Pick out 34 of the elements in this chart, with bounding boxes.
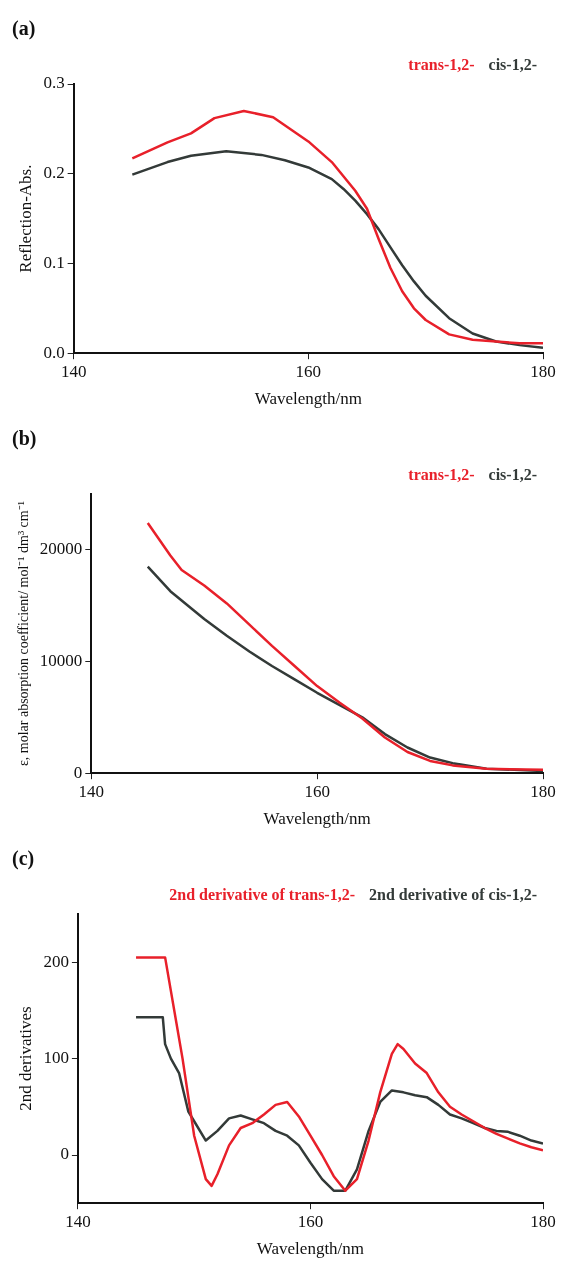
text: trans-1,2-	[408, 56, 475, 74]
chart-title: (a)	[12, 17, 36, 41]
y-axis-title: ε, molar absorption coefficient/ mol⁻¹ dm³ cm⁻¹	[16, 501, 32, 767]
y-tick-label: 0.2	[43, 163, 65, 183]
y-tick-label: 0	[73, 762, 83, 782]
x-tick-label: 140	[65, 1211, 91, 1231]
y-axis-title: Reflection-Abs.	[15, 164, 35, 273]
x-tick-label: 160	[295, 361, 322, 381]
x-tick-label: 180	[530, 1211, 556, 1231]
text: 2nd derivative of trans-1,2-	[169, 886, 356, 904]
x-tick-label: 160	[297, 1211, 324, 1231]
y-tick-label: 10000	[39, 650, 83, 670]
x-tick-label: 180	[530, 361, 556, 381]
chart-title: (b)	[12, 427, 37, 451]
y-tick-label: 0.3	[43, 73, 65, 93]
y-tick-label: 20000	[39, 539, 83, 559]
y-tick-label: 0.1	[43, 252, 65, 272]
x-tick-label: 180	[530, 781, 556, 801]
text: cis-1,2-	[488, 466, 538, 484]
x-axis-title: Wavelength/nm	[256, 1239, 365, 1259]
x-tick-label: 140	[78, 781, 105, 801]
x-tick-label: 140	[60, 361, 87, 381]
y-tick-label: 0	[60, 1144, 69, 1164]
y-axis-title: 2nd derivatives	[15, 1006, 35, 1111]
x-tick-label: 160	[304, 781, 330, 801]
y-tick-label: 0.0	[43, 342, 65, 362]
text: cis-1,2-	[488, 56, 538, 74]
chart-title: (c)	[12, 847, 35, 871]
y-tick-label: 200	[43, 951, 69, 971]
x-axis-title: Wavelength/nm	[263, 809, 371, 829]
text: 2nd derivative of cis-1,2-	[369, 886, 538, 904]
text: trans-1,2-	[408, 466, 475, 484]
x-axis-title: Wavelength/nm	[254, 389, 362, 409]
y-tick-label: 100	[43, 1048, 69, 1068]
